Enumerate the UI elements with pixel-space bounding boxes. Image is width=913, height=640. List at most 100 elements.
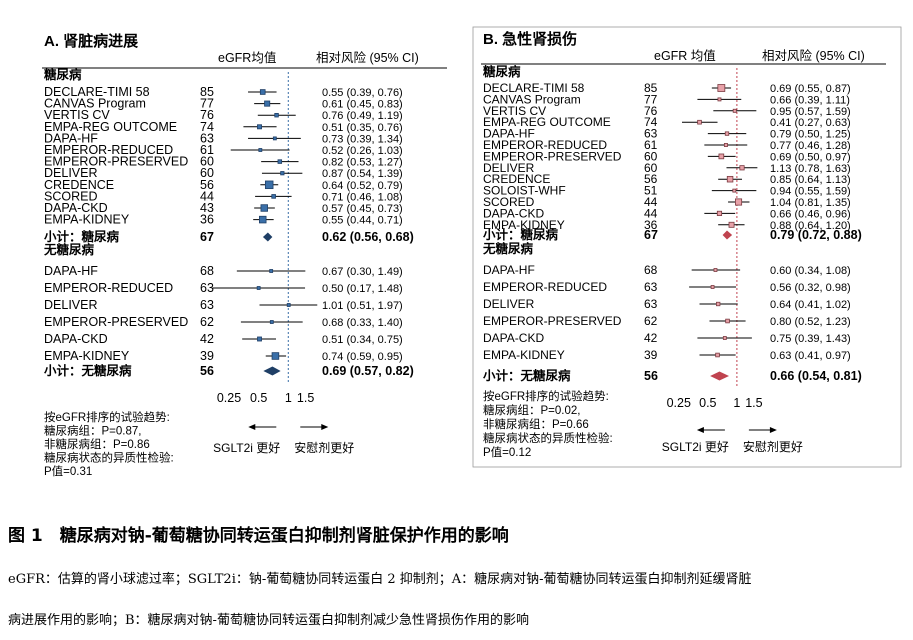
point-estimate-marker [715, 352, 720, 358]
trial-name: DAPA-CKD [44, 201, 108, 215]
trial-ci: 0.55 (0.39, 0.76) [322, 87, 403, 99]
trial-name: SCORED [483, 195, 535, 209]
subtotal-ci: 0.66 (0.54, 0.81) [770, 369, 862, 383]
trend-test-text: 按eGFR排序的试验趋势: [44, 410, 170, 424]
trial-name: DELIVER [44, 298, 98, 312]
trial-ci: 0.60 (0.34, 1.08) [770, 265, 851, 277]
trial-ci: 0.69 (0.55, 0.87) [770, 83, 851, 95]
favors-sglt2i-label: SGLT2i 更好 [662, 440, 729, 454]
point-estimate-marker [274, 112, 279, 118]
x-tick-label: 1 [733, 396, 740, 410]
point-estimate-marker [717, 84, 726, 92]
trial-name: CANVAS Program [483, 92, 581, 106]
trial-name: DAPA-CKD [483, 331, 544, 345]
trial-name: EMPEROR-REDUCED [44, 143, 173, 157]
trial-egfr: 39 [644, 348, 658, 362]
subtotal-egfr: 67 [644, 228, 658, 242]
point-estimate-marker [257, 336, 262, 342]
trial-name: EMPA-KIDNEY [44, 349, 130, 363]
trend-test-text: 非糖尿病组：P=0.86 [44, 437, 150, 451]
trial-ci: 0.50 (0.17, 1.48) [322, 283, 403, 295]
trial-ci: 1.13 (0.78, 1.63) [770, 163, 851, 175]
point-estimate-marker [723, 143, 728, 147]
trial-egfr: 63 [200, 281, 214, 295]
point-estimate-marker [725, 318, 730, 324]
trial-name: EMPEROR-REDUCED [44, 281, 173, 295]
trial-ci: 0.77 (0.46, 1.28) [770, 140, 851, 152]
trial-name: EMPEROR-PRESERVED [483, 149, 622, 163]
point-estimate-marker [717, 97, 722, 102]
point-estimate-marker [286, 303, 291, 307]
subtotal-diamond [262, 232, 273, 242]
point-estimate-marker [716, 301, 721, 307]
trial-egfr: 56 [644, 172, 658, 186]
trial-egfr: 42 [644, 331, 658, 345]
trial-ci: 0.64 (0.41, 1.02) [770, 299, 851, 311]
trial-egfr: 42 [200, 332, 214, 346]
panel-b-frame [472, 26, 902, 468]
subtotal-egfr: 56 [644, 369, 658, 383]
trial-name: SCORED [44, 189, 97, 203]
hr-column-header: 相对风险 (95% CI) [316, 50, 419, 65]
forest-plots-figure: A. 肾脏病进展 eGFR均值 相对风险 (95% CI) 糖尿病 DECLARE-TI… [42, 26, 902, 478]
subtotal-ci: 0.79 (0.72, 0.88) [770, 228, 862, 242]
trial-ci: 0.82 (0.53, 1.27) [322, 157, 403, 169]
trial-ci: 1.04 (0.81, 1.35) [770, 197, 851, 209]
trial-name: EMPEROR-REDUCED [483, 138, 607, 152]
subtotal-ci: 0.62 (0.56, 0.68) [322, 230, 414, 244]
trial-name: EMPEROR-REDUCED [483, 280, 607, 294]
egfr-column-header: eGFR均值 [218, 50, 276, 65]
subtotal-egfr: 56 [200, 364, 214, 378]
point-estimate-marker [277, 159, 283, 164]
favors-placebo-label: 安慰剂更好 [294, 440, 354, 455]
trial-ci: 0.41 (0.27, 0.63) [770, 117, 851, 129]
trial-ci: 0.61 (0.45, 0.83) [322, 99, 403, 111]
point-estimate-marker [258, 148, 263, 152]
panel-title: A. 肾脏病进展 [44, 32, 138, 50]
x-tick-label: 1.5 [297, 391, 314, 405]
trial-name: CANVAS Program [44, 97, 146, 111]
trial-ci: 0.63 (0.41, 0.97) [770, 350, 851, 362]
trial-egfr: 44 [644, 206, 658, 220]
trial-name: VERTIS CV [483, 104, 546, 118]
trial-name: EMPEROR-PRESERVED [44, 155, 188, 169]
trend-test-text: 非糖尿病组：P=0.66 [483, 417, 589, 431]
favors-placebo-label: 安慰剂更好 [743, 439, 803, 454]
point-estimate-marker [258, 215, 267, 224]
x-tick-label: 0.25 [667, 396, 691, 410]
trial-egfr: 68 [200, 264, 214, 278]
trial-egfr: 85 [200, 85, 214, 99]
point-estimate-marker [724, 131, 730, 136]
trial-egfr: 63 [644, 127, 658, 141]
trend-test-text: P值=0.31 [44, 465, 92, 478]
trial-ci: 0.66 (0.46, 0.96) [770, 208, 851, 220]
point-estimate-marker [732, 108, 737, 113]
trial-egfr: 36 [200, 213, 214, 227]
trial-egfr: 77 [644, 92, 658, 106]
trial-name: CREDENCE [44, 178, 114, 192]
point-estimate-marker [259, 89, 266, 95]
group-label-diabetes: 糖尿病 [44, 67, 82, 82]
trial-name: VERTIS CV [44, 108, 110, 122]
trial-egfr: 44 [644, 195, 658, 209]
point-estimate-marker [728, 221, 735, 228]
trial-egfr: 63 [200, 298, 214, 312]
point-estimate-marker [735, 198, 743, 206]
x-tick-label: 1.5 [745, 396, 762, 410]
point-estimate-marker [722, 336, 727, 340]
favors-right-arrowhead [769, 427, 777, 433]
trend-test-text: 糖尿病状态的异质性检验: [44, 451, 174, 465]
trial-ci: 0.95 (0.57, 1.59) [770, 106, 851, 118]
trial-name: DAPA-CKD [483, 206, 544, 220]
group-label-no-diabetes: 无糖尿病 [43, 242, 95, 257]
trial-egfr: 76 [200, 108, 214, 122]
point-estimate-marker [269, 269, 274, 273]
x-tick-label: 0.25 [217, 391, 241, 405]
trial-egfr: 60 [200, 166, 214, 180]
trial-egfr: 56 [200, 178, 214, 192]
subtotal-ci: 0.69 (0.57, 0.82) [322, 364, 414, 378]
trial-name: EMPA-KIDNEY [44, 213, 130, 227]
subtotal-label: 小计：无糖尿病 [482, 368, 571, 383]
trial-egfr: 74 [644, 115, 658, 129]
trial-name: DAPA-HF [44, 131, 98, 145]
